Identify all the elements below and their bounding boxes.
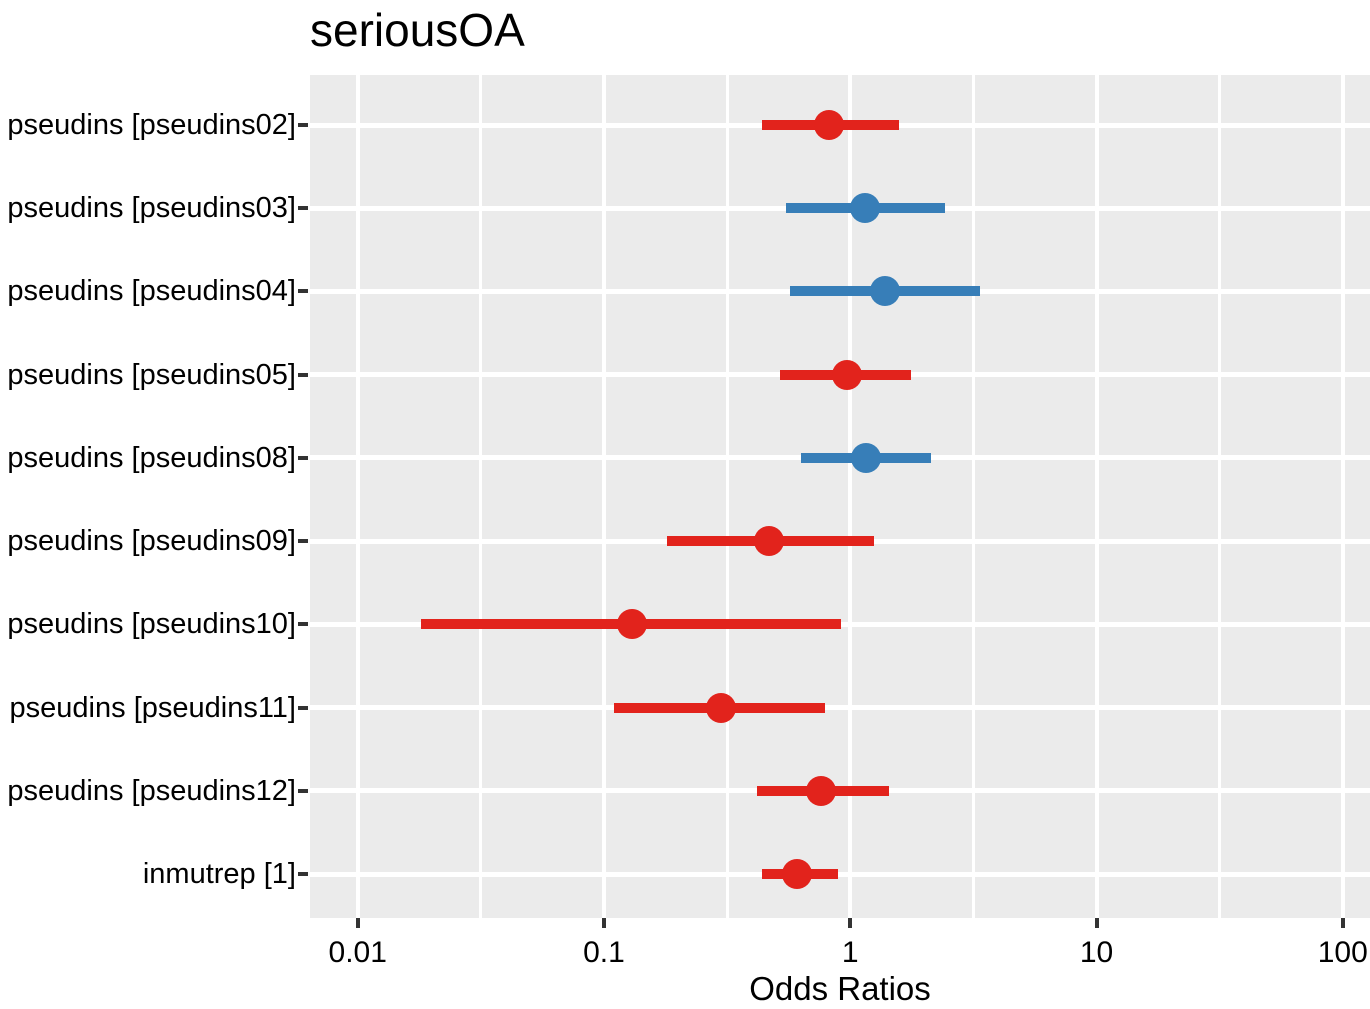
y-axis-tick (298, 455, 308, 460)
odds-ratio-point (706, 692, 737, 723)
x-axis-tick (1094, 918, 1099, 928)
y-axis-tick (298, 123, 308, 127)
x-axis-tick-label: 10 (1079, 936, 1114, 969)
x-axis-title: Odds Ratios (749, 970, 931, 1007)
x-axis-tick (355, 918, 360, 928)
odds-ratio-point (617, 609, 648, 640)
y-axis-tick (298, 539, 308, 544)
gridline-minor-vertical (725, 75, 729, 918)
odds-ratio-point (805, 775, 836, 806)
gridline-major-vertical (1340, 75, 1345, 918)
gridline-major-vertical (848, 75, 853, 918)
y-axis-tick (298, 788, 308, 793)
y-axis-label: pseudins [pseudins04] (7, 275, 296, 308)
gridline-major-vertical (355, 75, 360, 918)
y-axis-tick (298, 705, 308, 710)
chart-title: seriousOA (310, 4, 525, 56)
x-axis-tick (1340, 918, 1345, 928)
gridline-minor-vertical (971, 75, 975, 918)
odds-ratio-point (869, 276, 900, 307)
y-axis-tick (298, 622, 308, 627)
plot-panel (310, 75, 1370, 918)
y-axis-label: pseudins [pseudins08] (7, 441, 296, 474)
y-axis-tick (298, 372, 308, 377)
gridline-major-horizontal (310, 705, 1370, 711)
y-axis-label: pseudins [pseudins09] (7, 525, 296, 558)
x-axis-tick-label: 1 (841, 936, 859, 969)
x-axis-tick-label: 100 (1317, 936, 1368, 969)
y-axis-tick (298, 872, 308, 876)
odds-ratio-point (814, 110, 845, 140)
y-axis-label: pseudins [pseudins12] (7, 774, 296, 807)
x-axis-tick-label: 0.1 (583, 936, 625, 969)
odds-ratio-point (782, 859, 813, 889)
odds-ratio-point (754, 526, 785, 557)
y-axis-label: pseudins [pseudins03] (7, 192, 296, 225)
y-axis: pseudins [pseudins02] pseudins [pseudins0… (0, 0, 296, 1009)
gridline-minor-vertical (479, 75, 483, 918)
y-axis-tick (298, 206, 308, 211)
x-axis-tick (848, 918, 853, 928)
x-axis-tick-label: 0.01 (328, 936, 387, 969)
gridline-major-vertical (1094, 75, 1099, 918)
y-axis-label: pseudins [pseudins02] (7, 109, 296, 141)
odds-ratio-point (851, 442, 882, 473)
gridline-minor-vertical (1218, 75, 1222, 918)
y-axis-tick (298, 289, 308, 294)
y-axis-label: pseudins [pseudins11] (9, 691, 296, 724)
gridline-major-horizontal (310, 871, 1370, 877)
x-axis-tick (601, 918, 606, 928)
y-axis-label: pseudins [pseudins10] (7, 608, 296, 641)
y-axis-label: inmutrep [1] (142, 858, 296, 890)
gridline-major-vertical (601, 75, 606, 918)
odds-ratio-point (850, 193, 881, 224)
odds-ratio-point (831, 359, 862, 390)
y-axis-label: pseudins [pseudins05] (7, 358, 296, 391)
